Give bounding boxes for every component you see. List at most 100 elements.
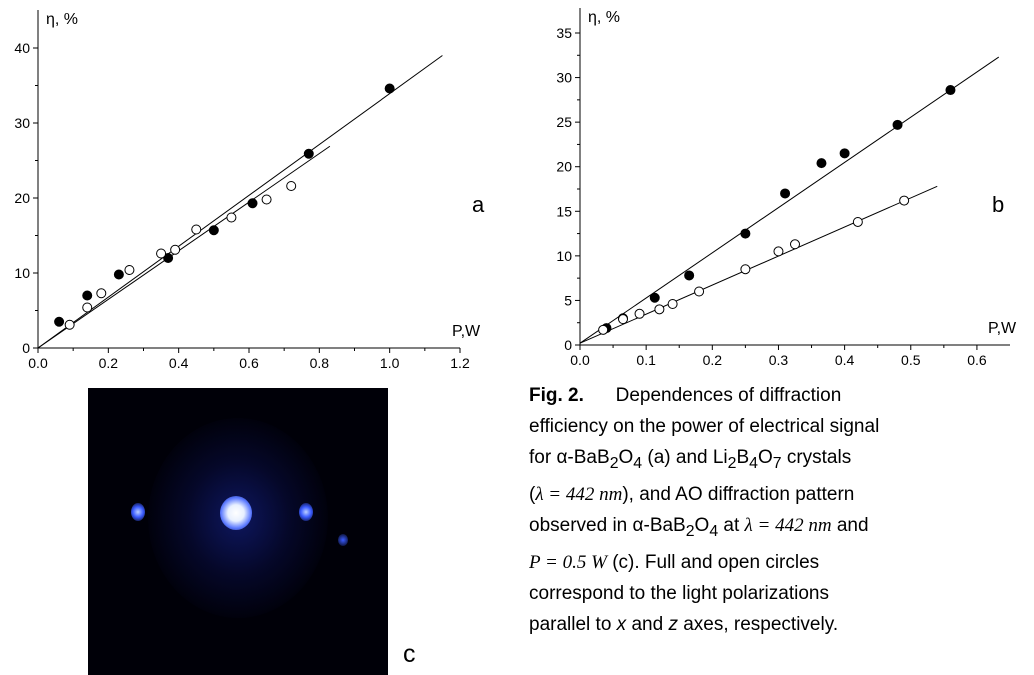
c3f: 2: [727, 454, 737, 472]
y-tick-label: 20: [14, 190, 30, 206]
data-point-open: [667, 298, 678, 309]
c3e: (a) and Li: [642, 447, 728, 468]
data-point-filled: [839, 148, 850, 159]
data-point-open: [773, 246, 784, 257]
x-tick-label: 0.0: [570, 352, 590, 368]
c5c: O: [694, 514, 710, 536]
data-point-open: [654, 304, 665, 315]
y-tick-label: 10: [556, 248, 572, 264]
caption-fig-label: Fig. 2.: [529, 385, 584, 406]
data-point-open: [82, 302, 93, 313]
y-tick-label: 40: [14, 40, 30, 56]
y-tick-label: 15: [556, 203, 572, 219]
data-point-open: [286, 181, 297, 191]
c8c: and: [626, 613, 669, 635]
fit-line-series-2: [579, 185, 938, 344]
y-tick-label: 25: [556, 114, 572, 130]
y-tick-label: 10: [14, 265, 30, 281]
c3h: 4: [749, 454, 758, 472]
panel-label: b: [992, 192, 1004, 217]
caption-line-6: P = 0.5 W (c). Full and open circles: [529, 547, 1034, 578]
figure-caption: Fig. 2. Dependences of diffraction effic…: [529, 380, 1034, 675]
panel-label: a: [472, 192, 485, 217]
diffraction-spot-right: [299, 503, 313, 521]
c5e: at: [718, 514, 745, 536]
c5d: 4: [709, 522, 719, 540]
data-point-open: [124, 265, 135, 275]
c8a: parallel to: [529, 613, 617, 635]
c6a: P = 0.5 W: [529, 551, 607, 573]
x-tick-label: 0.4: [169, 355, 189, 371]
fit-line-series-1: [579, 56, 1000, 344]
caption-line-7: correspond to the light polarizations: [529, 582, 829, 604]
x-axis-label: P,W: [452, 323, 481, 340]
c4b: λ = 442 nm: [535, 483, 623, 505]
diffraction-pattern-photo: [88, 388, 388, 675]
y-tick-label: 20: [556, 159, 572, 175]
data-point-open: [170, 244, 181, 255]
c6b: (c). Full and open circles: [606, 551, 820, 573]
x-tick-label: 0.2: [99, 355, 119, 371]
caption-line-2: efficiency on the power of electrical si…: [529, 416, 880, 437]
x-tick-label: 0.1: [636, 352, 656, 368]
c5b: 2: [685, 522, 695, 540]
caption-line-3: for α-BaB2O4 (a) and Li2B4O7 crystals: [529, 442, 1034, 479]
y-tick-label: 0: [564, 337, 572, 353]
x-tick-label: 1.2: [450, 355, 470, 371]
c8d: z: [668, 613, 678, 635]
c3b: 2: [609, 454, 619, 472]
data-point-open: [852, 216, 863, 227]
caption-text-1: Dependences of diffraction: [615, 385, 842, 406]
c8e: axes, respectively.: [677, 613, 839, 635]
y-tick-label: 30: [14, 115, 30, 131]
c3j: 7: [772, 454, 782, 472]
x-tick-label: 0.2: [703, 352, 723, 368]
caption-line-5: observed in α-BaB2O4 at λ = 442 nm and: [529, 510, 1034, 547]
c5a: observed in α-BaB: [529, 514, 686, 536]
data-point-open: [156, 248, 167, 259]
c3k: crystals: [781, 447, 852, 468]
data-point-filled: [816, 158, 827, 169]
data-point-open: [634, 308, 645, 319]
c4a: (: [529, 483, 536, 505]
x-tick-label: 0.6: [239, 355, 259, 371]
data-point-filled: [945, 85, 956, 96]
y-axis-label: η, %: [46, 11, 78, 28]
y-axis-label: η, %: [588, 9, 620, 26]
x-tick-label: 0.8: [310, 355, 330, 371]
data-point-open: [618, 314, 628, 325]
data-point-open: [64, 319, 75, 330]
data-point-filled: [303, 148, 314, 159]
data-point-filled: [892, 119, 903, 130]
data-point-open: [740, 264, 751, 275]
y-tick-label: 5: [564, 292, 572, 308]
data-point-open: [790, 239, 800, 250]
diffraction-spot-center: [220, 496, 252, 530]
c3g: B: [736, 447, 750, 468]
data-point-filled: [208, 225, 219, 236]
x-tick-label: 0.3: [769, 352, 789, 368]
caption-line-8: parallel to x and z axes, respectively.: [529, 609, 1034, 640]
y-tick-label: 35: [556, 25, 572, 41]
data-point-filled: [684, 270, 695, 281]
caption-line-4: (λ = 442 nm), and AO diffraction pattern: [529, 479, 1034, 510]
x-tick-label: 0.0: [28, 355, 48, 371]
c8b: x: [616, 613, 627, 635]
c4c: ), and AO diffraction pattern: [622, 483, 855, 505]
data-point-filled: [82, 290, 93, 301]
c3i: O: [757, 447, 773, 468]
data-point-open: [191, 224, 202, 235]
c5g: and: [831, 514, 869, 536]
chart-a: 0.0 0.2 0.4 0.6 0.8 1.0 1.2 0 10 20 30 40 η, % P,W a: [14, 10, 485, 371]
fit-line-series-1: [37, 55, 443, 349]
data-point-filled: [740, 228, 751, 239]
diffraction-spot-left: [131, 503, 145, 521]
y-tick-label: 30: [556, 70, 572, 86]
data-point-filled: [384, 83, 395, 94]
data-point-filled: [54, 316, 65, 327]
data-point-open: [694, 286, 705, 297]
x-tick-label: 0.5: [901, 352, 921, 368]
diffraction-spot-faint: [338, 534, 348, 546]
data-point-open: [261, 194, 272, 205]
c3a: for α-BaB: [529, 447, 610, 468]
